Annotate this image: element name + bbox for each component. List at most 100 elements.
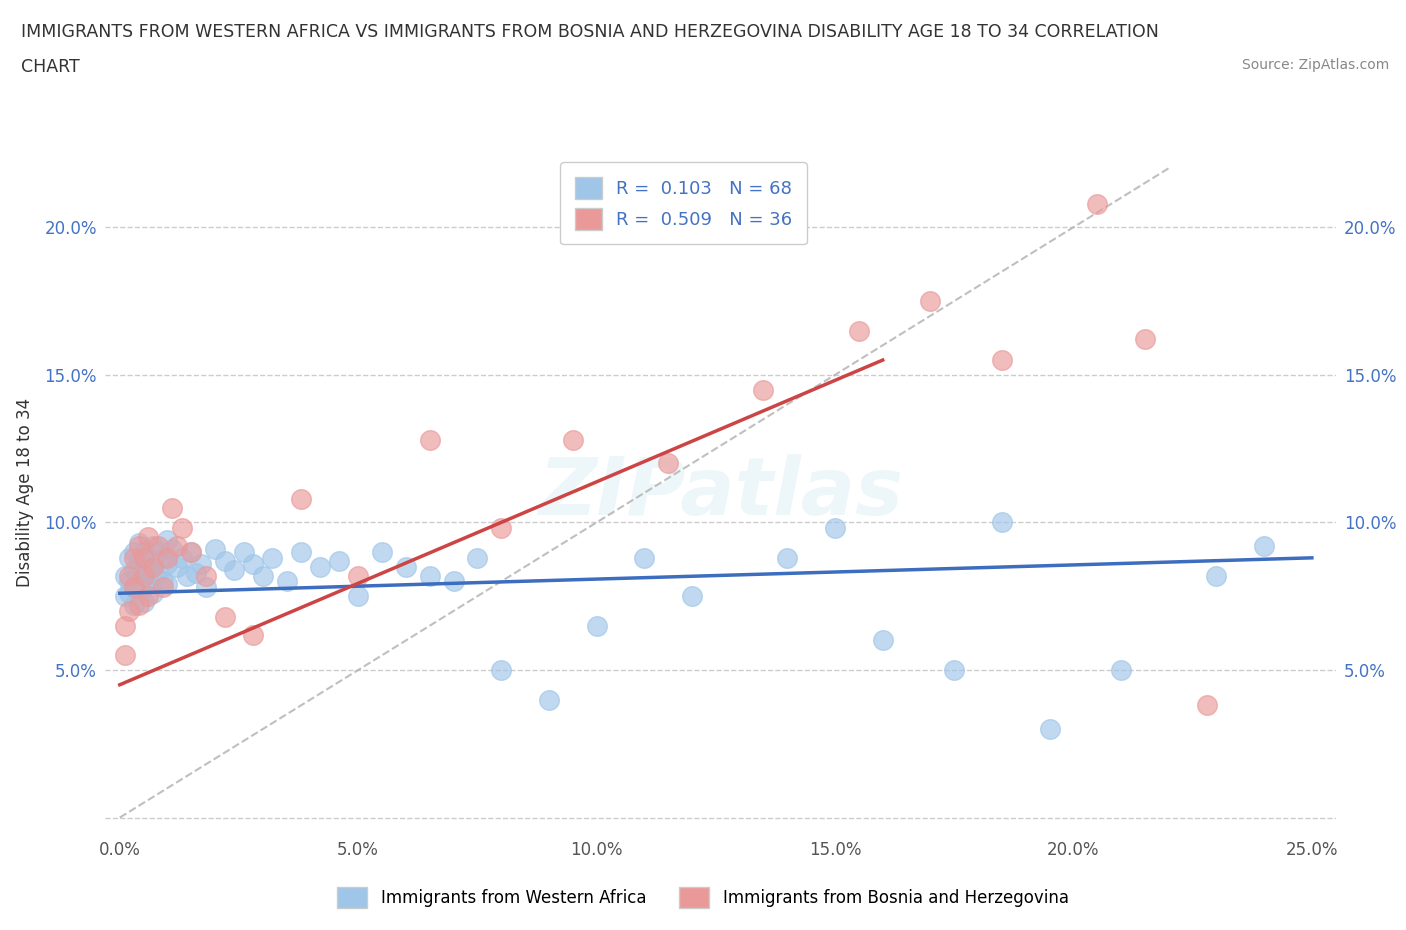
Point: [146, 565, 169, 580]
Point: [489, 521, 512, 536]
Point: [943, 662, 966, 677]
Point: [166, 559, 188, 574]
Point: [132, 568, 155, 583]
Point: [176, 568, 198, 583]
Point: [214, 553, 236, 568]
Point: [128, 598, 150, 613]
Text: Source: ZipAtlas.com: Source: ZipAtlas.com: [1241, 58, 1389, 72]
Point: [585, 618, 607, 633]
Point: [232, 544, 254, 559]
Point: [224, 563, 246, 578]
Point: [118, 568, 141, 583]
Point: [138, 589, 160, 604]
Point: [128, 553, 150, 568]
Point: [347, 589, 370, 604]
Point: [214, 609, 236, 624]
Point: [128, 538, 150, 553]
Point: [371, 544, 394, 559]
Point: [242, 627, 264, 642]
Point: [156, 577, 179, 591]
Point: [142, 538, 165, 553]
Point: [328, 553, 350, 568]
Point: [122, 580, 145, 595]
Point: [118, 551, 141, 565]
Point: [395, 559, 418, 574]
Point: [991, 515, 1014, 530]
Point: [681, 589, 703, 604]
Point: [122, 598, 145, 613]
Point: [1195, 698, 1218, 713]
Point: [128, 568, 150, 583]
Legend: R =  0.103   N = 68, R =  0.509   N = 36: R = 0.103 N = 68, R = 0.509 N = 36: [561, 163, 807, 245]
Point: [290, 491, 312, 506]
Point: [467, 551, 489, 565]
Point: [194, 568, 217, 583]
Point: [848, 323, 870, 338]
Point: [443, 574, 465, 589]
Point: [142, 559, 165, 574]
Point: [138, 551, 160, 565]
Point: [152, 574, 174, 589]
Point: [114, 589, 136, 604]
Legend: Immigrants from Western Africa, Immigrants from Bosnia and Herzegovina: Immigrants from Western Africa, Immigran…: [330, 881, 1076, 914]
Point: [991, 352, 1014, 367]
Point: [160, 500, 183, 515]
Point: [156, 533, 179, 548]
Text: CHART: CHART: [21, 58, 80, 75]
Point: [132, 594, 155, 609]
Point: [276, 574, 298, 589]
Point: [170, 551, 193, 565]
Point: [309, 559, 332, 574]
Point: [290, 544, 312, 559]
Point: [776, 551, 799, 565]
Point: [1205, 568, 1227, 583]
Point: [146, 544, 169, 559]
Point: [138, 530, 160, 545]
Point: [1085, 196, 1108, 211]
Point: [114, 648, 136, 663]
Point: [657, 456, 679, 471]
Point: [122, 563, 145, 578]
Point: [128, 536, 150, 551]
Point: [633, 551, 655, 565]
Point: [824, 521, 846, 536]
Point: [170, 521, 193, 536]
Point: [1109, 662, 1132, 677]
Y-axis label: Disability Age 18 to 34: Disability Age 18 to 34: [15, 398, 34, 588]
Point: [190, 556, 212, 571]
Point: [122, 544, 145, 559]
Point: [419, 568, 441, 583]
Point: [156, 556, 179, 571]
Point: [184, 565, 207, 580]
Point: [537, 692, 560, 707]
Point: [118, 604, 141, 618]
Point: [166, 538, 188, 553]
Point: [194, 580, 217, 595]
Point: [152, 580, 174, 595]
Point: [872, 633, 894, 648]
Point: [1039, 722, 1062, 737]
Point: [920, 294, 942, 309]
Point: [138, 577, 160, 591]
Point: [114, 618, 136, 633]
Point: [156, 551, 179, 565]
Point: [561, 432, 583, 447]
Point: [142, 556, 165, 571]
Point: [114, 568, 136, 583]
Text: IMMIGRANTS FROM WESTERN AFRICA VS IMMIGRANTS FROM BOSNIA AND HERZEGOVINA DISABIL: IMMIGRANTS FROM WESTERN AFRICA VS IMMIGR…: [21, 23, 1159, 41]
Point: [122, 551, 145, 565]
Text: ZIPatlas: ZIPatlas: [538, 454, 903, 532]
Point: [138, 565, 160, 580]
Point: [118, 574, 141, 589]
Point: [489, 662, 512, 677]
Point: [152, 551, 174, 565]
Point: [1133, 332, 1156, 347]
Point: [132, 580, 155, 595]
Point: [752, 382, 775, 397]
Point: [262, 551, 284, 565]
Point: [142, 586, 165, 601]
Point: [132, 551, 155, 565]
Point: [242, 556, 264, 571]
Point: [160, 541, 183, 556]
Point: [347, 568, 370, 583]
